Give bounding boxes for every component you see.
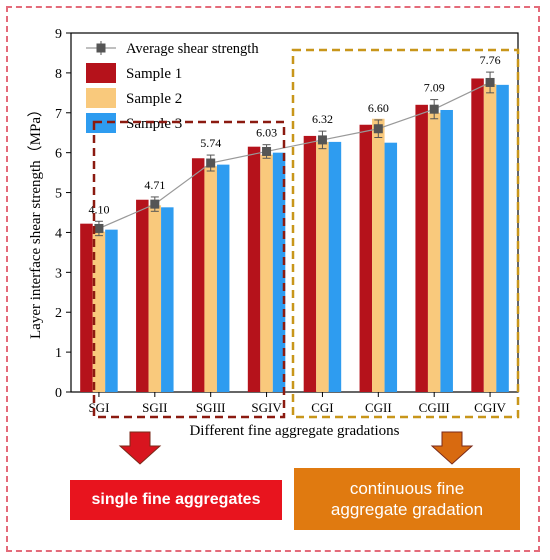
x-tick-label: CGII <box>365 400 392 415</box>
bar-cgiii-sample-1 <box>415 104 428 393</box>
right-down-arrow-icon <box>430 431 474 465</box>
average-line <box>98 81 491 230</box>
legend-average-label: Average shear strength <box>126 41 259 57</box>
average-marker-cgi <box>317 135 327 145</box>
single-group-dashed-box <box>92 120 286 419</box>
legend-label-sample-2: Sample 2 <box>126 91 182 107</box>
plot-frame <box>70 32 519 393</box>
bar-cgiii-sample-3 <box>440 109 453 392</box>
y-tick-label: 0 <box>55 386 62 401</box>
average-marker-cgiii <box>429 104 439 114</box>
bar-sgi-sample-3 <box>105 229 118 392</box>
bar-sgiv-sample-3 <box>272 152 286 392</box>
y-axis-title: Layer interface shear strength（MPa） <box>27 102 44 339</box>
average-value-label: 7.76 <box>480 53 501 67</box>
bar-sgiv-sample-1 <box>247 146 261 392</box>
y-tick-label: 9 <box>55 27 62 42</box>
average-value-label: 4.10 <box>88 202 109 216</box>
legend-swatch-sample-1 <box>86 63 116 83</box>
y-tick-label: 5 <box>55 187 62 202</box>
legend-swatch-sample-2 <box>86 88 116 108</box>
bar-sgi-sample-1 <box>80 223 93 392</box>
bar-sgiv-sample-2 <box>260 154 273 392</box>
bar-sgi-sample-2 <box>92 231 106 392</box>
bar-cgiii-sample-2 <box>427 112 441 393</box>
continuous-gradation-label: continuous fine aggregate gradation <box>294 468 520 530</box>
bar-cgi-sample-2 <box>316 141 329 392</box>
bar-sgii-sample-3 <box>161 207 174 392</box>
legend-label-sample-1: Sample 1 <box>126 66 182 82</box>
x-tick-label: CGIV <box>474 400 506 415</box>
legend-label-sample-3: Sample 3 <box>126 116 182 132</box>
average-value-label: 4.71 <box>144 178 165 192</box>
continuous-group-dashed-box <box>291 48 520 419</box>
left-down-arrow-icon <box>118 431 162 465</box>
average-value-label: 6.32 <box>312 112 333 126</box>
bar-cgi-sample-1 <box>303 135 317 392</box>
bar-sgiii-sample-3 <box>216 164 230 392</box>
single-aggregates-text: single fine aggregates <box>91 491 261 508</box>
average-value-label: 5.74 <box>200 136 221 150</box>
y-tick-label: 7 <box>55 107 62 122</box>
bar-cgii-sample-3 <box>384 142 398 392</box>
x-tick-label: SGII <box>142 400 167 415</box>
x-tick-label: SGIII <box>196 400 226 415</box>
average-marker-sgiv <box>262 146 272 156</box>
y-tick-label: 8 <box>55 67 62 82</box>
bar-cgii-sample-1 <box>359 124 373 392</box>
bar-sgiii-sample-1 <box>191 158 205 392</box>
bar-cgii-sample-2 <box>372 118 385 392</box>
average-marker-cgiv <box>485 77 495 87</box>
bar-sgii-sample-1 <box>136 199 149 392</box>
y-tick-label: 4 <box>55 226 62 241</box>
x-tick-label: SGI <box>88 400 109 415</box>
outer-dashed-frame <box>6 6 540 552</box>
bar-cgiv-sample-2 <box>483 84 497 393</box>
x-axis-title: Different fine aggregate gradations <box>189 423 399 439</box>
average-marker-cgii <box>373 124 383 134</box>
bar-sgii-sample-2 <box>148 205 162 392</box>
x-tick-label: CGIII <box>419 400 450 415</box>
average-value-label: 6.60 <box>368 101 389 115</box>
y-tick-label: 2 <box>55 306 62 321</box>
y-tick-label: 1 <box>55 346 62 361</box>
continuous-gradation-line1: continuous fine <box>349 479 465 498</box>
average-value-label: 6.03 <box>256 126 277 140</box>
continuous-gradation-line2: aggregate gradation <box>330 500 484 519</box>
average-value-label: 7.09 <box>424 81 445 95</box>
x-tick-label: CGI <box>311 400 333 415</box>
bar-cgi-sample-3 <box>328 141 342 392</box>
bar-sgiii-sample-2 <box>204 166 217 392</box>
bar-cgiv-sample-3 <box>496 84 509 392</box>
legend-average-marker <box>96 43 106 53</box>
single-aggregates-label: single fine aggregates <box>70 480 282 520</box>
x-tick-label: SGIV <box>251 400 282 415</box>
bar-cgiv-sample-1 <box>471 78 484 393</box>
y-tick-label: 6 <box>55 147 62 162</box>
y-tick-label: 3 <box>55 266 62 281</box>
average-marker-sgii <box>150 199 160 209</box>
average-marker-sgiii <box>206 158 216 168</box>
average-marker-sgi <box>94 223 104 233</box>
